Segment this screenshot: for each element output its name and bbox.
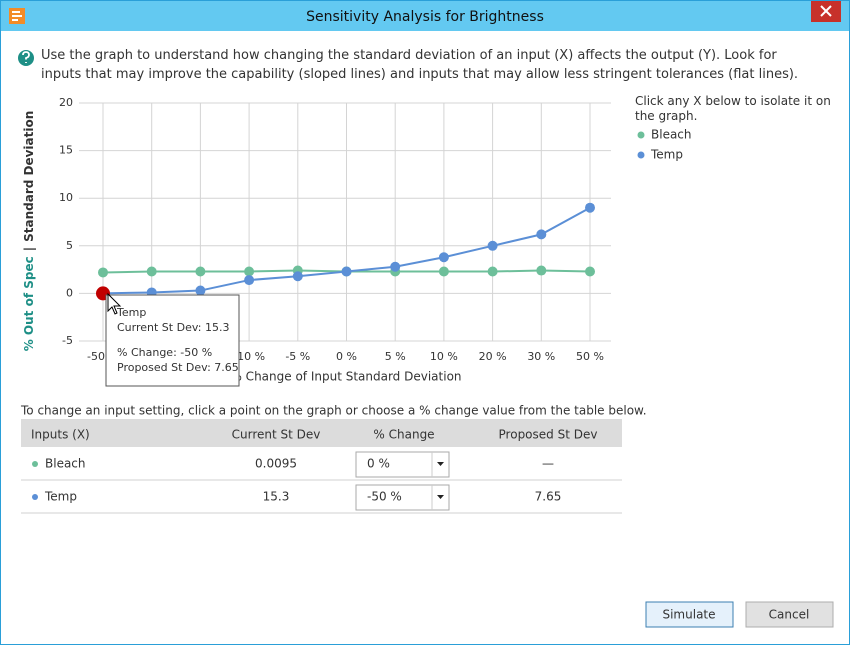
app-icon-glyph — [12, 11, 22, 21]
help-glyph — [22, 51, 30, 63]
data-point[interactable] — [98, 267, 108, 278]
data-point[interactable] — [438, 266, 449, 277]
x-tick-label: 10 % — [430, 350, 458, 363]
tooltip-line: Proposed St Dev: 7.65 — [117, 361, 239, 374]
data-point[interactable] — [195, 266, 206, 277]
x-tick-label: -5 % — [285, 350, 310, 363]
cell: 0.0095 — [255, 457, 297, 471]
cell: -50 % — [367, 490, 402, 504]
cell: Temp — [44, 490, 77, 504]
y-axis-title: % Out of Spec | Standard Deviation — [22, 111, 36, 352]
cell: Bleach — [45, 457, 86, 471]
y-tick-label: 20 — [59, 96, 73, 109]
data-point[interactable] — [585, 202, 595, 213]
dropdown-arrow — [437, 495, 444, 499]
cursor — [107, 292, 122, 315]
tooltip-line: Current St Dev: 15.3 — [117, 321, 229, 334]
x-tick-label: -10 % — [233, 350, 265, 363]
table: Inputs (X) Current St Dev % Change Proposed… — [31, 428, 597, 511]
data-point[interactable] — [585, 266, 595, 277]
legend-dot — [637, 151, 645, 159]
x-tick-label: 30 % — [527, 350, 555, 363]
simulate-label: Simulate — [662, 608, 715, 622]
data-point[interactable] — [244, 266, 255, 277]
help-box: Use the graph to understand how changing… — [41, 48, 799, 82]
data-point[interactable] — [487, 266, 498, 277]
data-point[interactable] — [536, 265, 547, 276]
data-point[interactable] — [146, 266, 157, 277]
data-point[interactable] — [341, 266, 352, 277]
y-tick-label: 0 — [66, 286, 73, 299]
table-header: Current St Dev — [232, 428, 321, 442]
y-tick-label: 15 — [59, 144, 73, 157]
data-point[interactable] — [438, 252, 449, 263]
tooltip — [105, 294, 240, 387]
instruction: To change an input setting, click a poin… — [20, 404, 647, 418]
cell: 15.3 — [263, 490, 290, 504]
y-tick-label: 5 — [66, 239, 73, 252]
data-point[interactable] — [487, 240, 498, 251]
change-dropdown[interactable] — [355, 484, 450, 511]
data-point[interactable] — [390, 261, 401, 272]
data-point[interactable] — [536, 229, 547, 240]
cell: — — [542, 457, 554, 471]
row-dot — [32, 494, 38, 500]
data-point[interactable] — [292, 271, 303, 282]
legend-label[interactable]: Temp — [650, 148, 683, 162]
x-tick-label: 0 % — [336, 350, 357, 363]
y-tick-label: -5 — [62, 334, 73, 347]
x-tick-label: 20 % — [479, 350, 507, 363]
table-header: Inputs (X) — [31, 428, 90, 442]
dropdown-arrow — [437, 462, 444, 466]
legend-hint: Click any X below to isolate it on the g… — [635, 94, 831, 123]
x-axis-title: % Change of Input Standard Deviation — [230, 370, 461, 384]
title-bar — [1, 1, 849, 31]
y-axis-title-part: Standard Deviation — [22, 111, 36, 242]
simulate-button[interactable] — [645, 601, 734, 628]
cancel-label: Cancel — [769, 608, 810, 622]
help-text: Use the graph to understand how changing… — [41, 48, 799, 82]
cancel-button[interactable] — [745, 601, 834, 628]
tooltip-line: Temp — [116, 306, 146, 319]
cell: 0 % — [367, 457, 390, 471]
close-glyph — [820, 5, 832, 17]
data-point[interactable] — [244, 275, 255, 286]
legend-label[interactable]: Bleach — [651, 128, 692, 142]
legend-hint-box: Click any X below to isolate it on the g… — [635, 94, 831, 123]
x-tick-label: 5 % — [385, 350, 406, 363]
table-header: % Change — [373, 428, 434, 442]
table-header-bg — [21, 419, 622, 447]
y-axis-title-part: | — [22, 247, 36, 251]
y-tick-label: 10 — [59, 191, 73, 204]
row-dot — [32, 461, 38, 467]
window-title: Sensitivity Analysis for Brightness — [306, 9, 544, 25]
change-dropdown[interactable] — [355, 451, 450, 478]
x-tick-label: 50 % — [576, 350, 604, 363]
y-axis-title-part: % Out of Spec — [22, 256, 36, 351]
cell: 7.65 — [535, 490, 562, 504]
legend-dot — [637, 131, 645, 139]
table-header: Proposed St Dev — [499, 428, 598, 442]
data-point[interactable] — [195, 285, 206, 296]
tooltip-line: % Change: -50 % — [117, 346, 212, 359]
